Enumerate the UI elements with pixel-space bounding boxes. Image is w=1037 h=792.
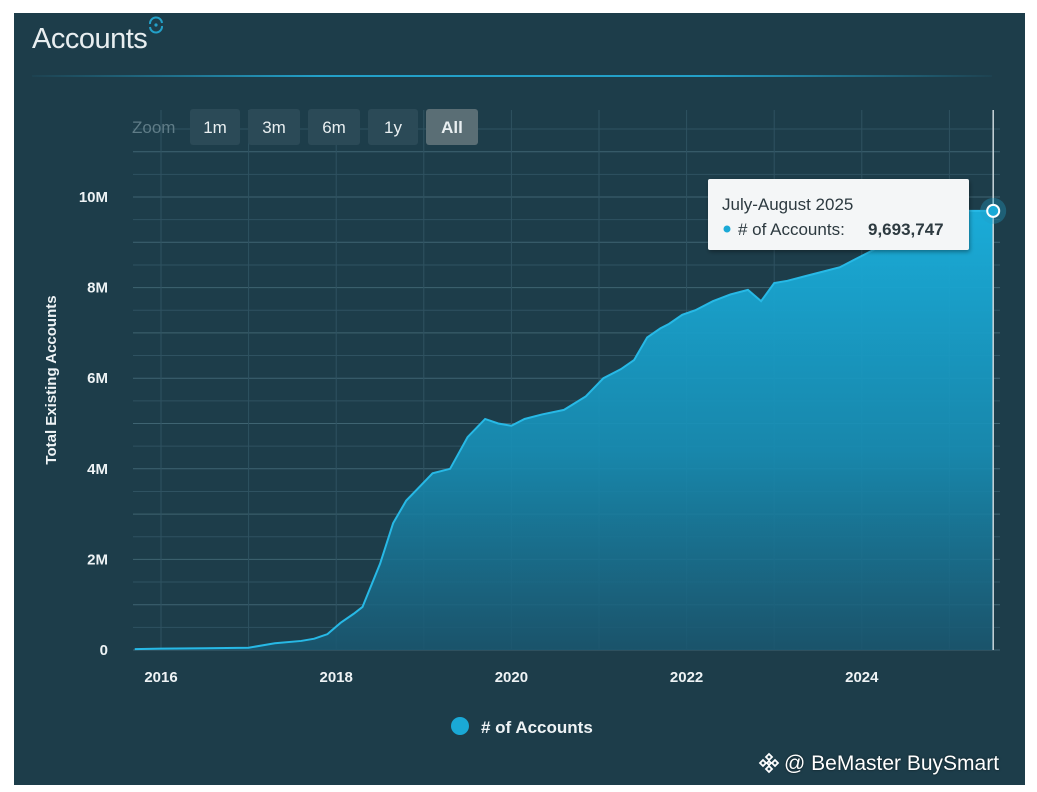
tooltip-value: 9,693,747 <box>868 220 944 239</box>
zoom-button-6m[interactable]: 6m <box>308 109 360 145</box>
y-tick-label: 6M <box>87 370 108 387</box>
y-axis-label: Total Existing Accounts <box>43 295 60 464</box>
y-tick-label: 0 <box>100 642 108 659</box>
zoom-button-3m[interactable]: 3m <box>248 109 300 145</box>
x-tick-label: 2018 <box>320 669 353 686</box>
zoom-button-label: All <box>441 118 463 137</box>
y-tick-label: 10M <box>79 189 108 206</box>
y-tick-label: 2M <box>87 551 108 568</box>
x-axis-ticks: 2016 2018 2020 2022 2024 <box>144 669 879 686</box>
legend-marker <box>451 717 469 735</box>
y-tick-label: 8M <box>87 280 108 297</box>
watermark: @ BeMaster BuySmart <box>758 752 999 776</box>
tooltip-series-label: # of Accounts: <box>738 220 845 239</box>
series-area <box>134 209 994 651</box>
zoom-button-label: 1y <box>384 118 402 137</box>
y-axis-ticks: 0 2M 4M 6M 8M 10M <box>79 189 108 659</box>
refresh-icon <box>149 16 163 34</box>
x-tick-label: 2022 <box>670 669 703 686</box>
title-divider <box>32 75 992 77</box>
x-tick-label: 2020 <box>495 669 528 686</box>
zoom-button-label: 1m <box>203 118 227 137</box>
legend[interactable]: # of Accounts <box>451 717 593 737</box>
area-fill <box>134 210 994 650</box>
zoom-button-all[interactable]: All <box>426 109 478 145</box>
zoom-button-1m[interactable]: 1m <box>190 109 240 145</box>
zoom-button-label: 6m <box>322 118 346 137</box>
logo-icon <box>758 752 780 774</box>
x-tick-label: 2024 <box>845 669 879 686</box>
hover-point[interactable] <box>986 203 1001 218</box>
zoom-label: Zoom <box>132 118 175 137</box>
watermark-text: @ BeMaster BuySmart <box>784 752 1000 775</box>
tooltip-title: July-August 2025 <box>722 195 853 214</box>
tooltip: July-August 2025 # of Accounts: 9,693,74… <box>708 179 969 250</box>
legend-label: # of Accounts <box>481 718 593 737</box>
zoom-button-label: 3m <box>262 118 286 137</box>
zoom-selector: Zoom 1m 3m 6m 1y All <box>132 109 478 145</box>
y-tick-label: 4M <box>87 461 108 478</box>
x-tick-label: 2016 <box>144 669 177 686</box>
zoom-button-1y[interactable]: 1y <box>368 109 418 145</box>
tooltip-box <box>708 179 969 250</box>
page-title: Accounts <box>32 23 148 55</box>
tooltip-series-dot <box>723 225 731 233</box>
